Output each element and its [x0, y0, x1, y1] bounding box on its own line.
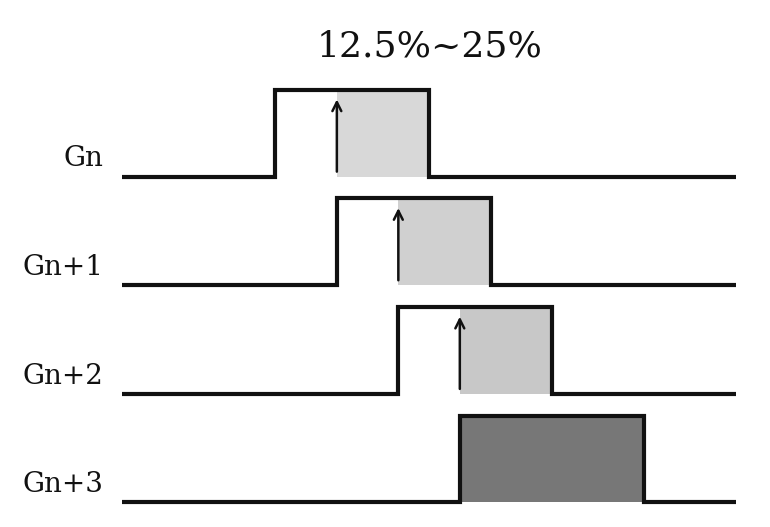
Text: Gn: Gn — [63, 145, 103, 172]
Text: Gn+2: Gn+2 — [22, 363, 103, 389]
Bar — [336, 90, 429, 177]
Text: 12.5%~25%: 12.5%~25% — [316, 29, 542, 63]
Bar — [398, 198, 490, 285]
Bar — [460, 416, 644, 503]
Text: Gn+3: Gn+3 — [22, 471, 103, 498]
Text: Gn+1: Gn+1 — [22, 254, 103, 281]
Bar — [460, 307, 552, 394]
